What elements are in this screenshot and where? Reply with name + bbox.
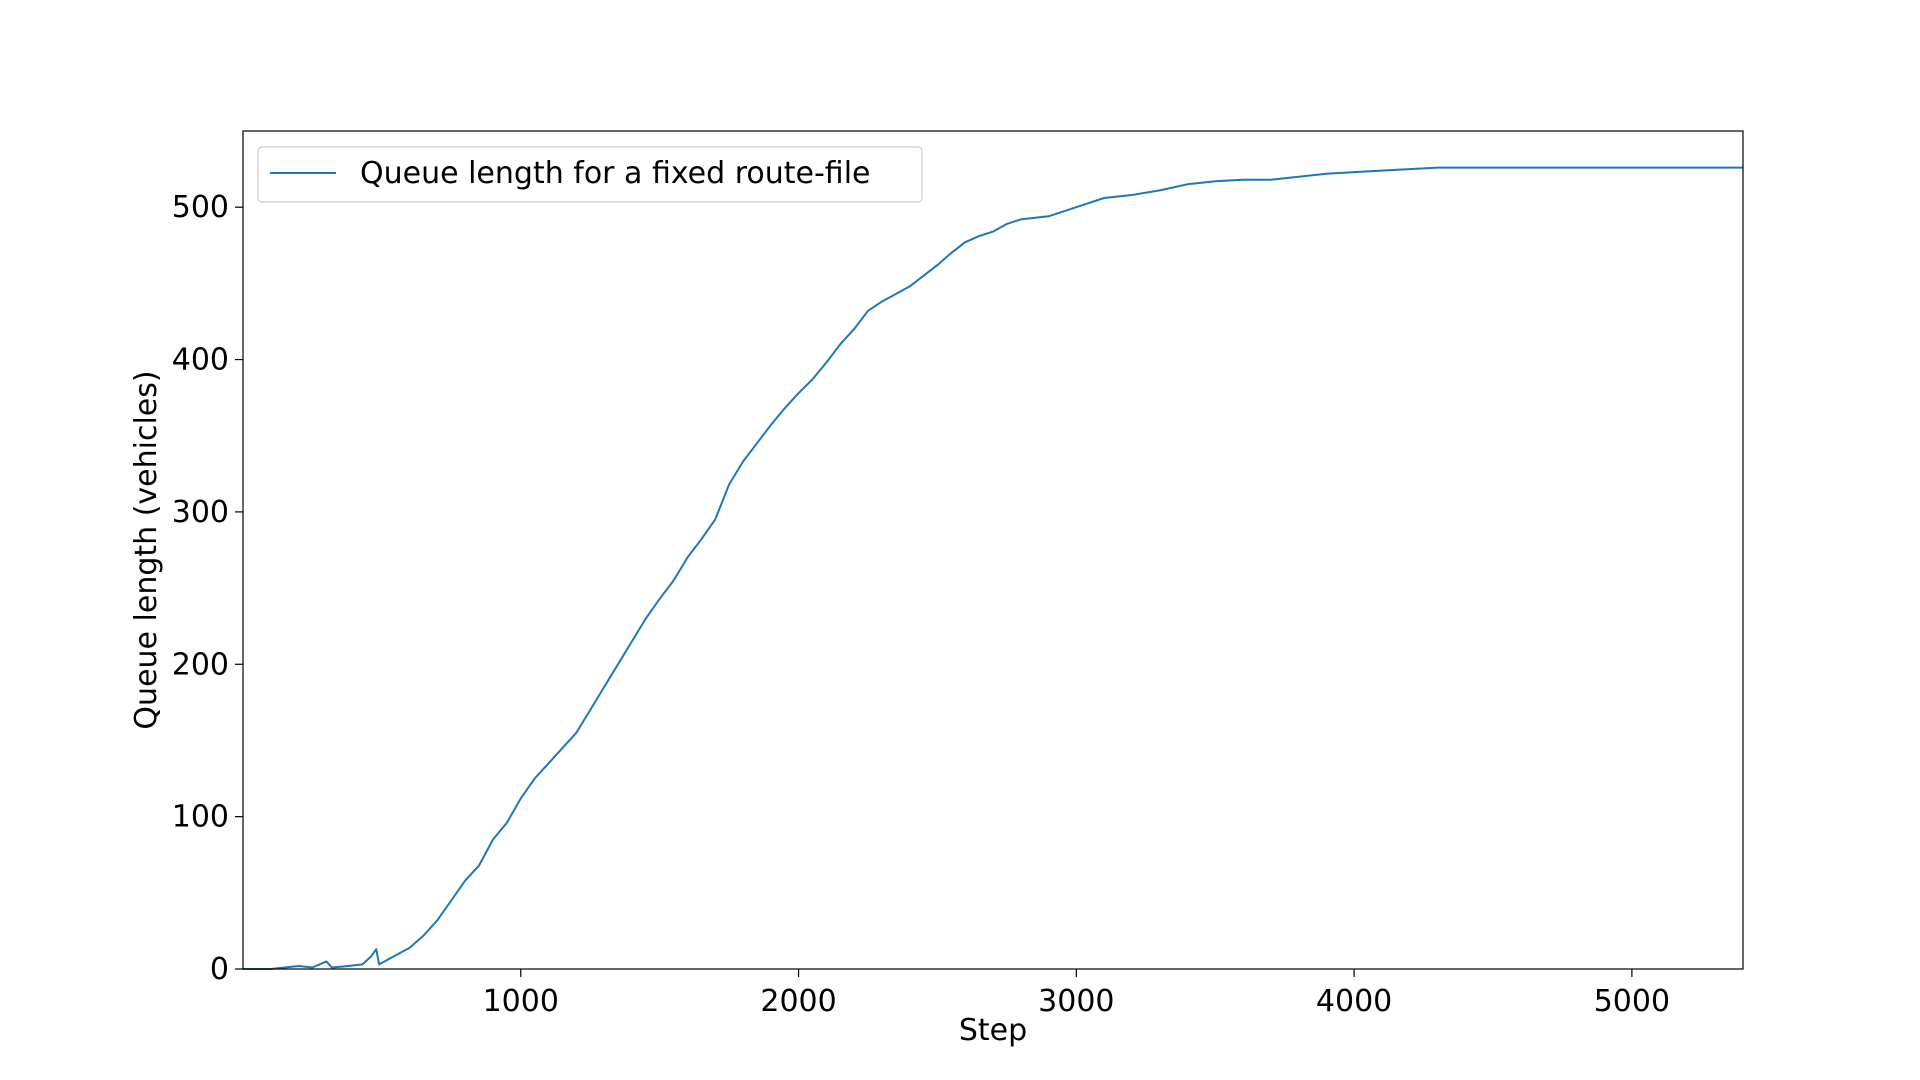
y-tick-label: 0	[210, 952, 229, 987]
y-tick-label: 400	[172, 343, 229, 378]
x-axis-ticks: 1000 2000 3000 4000 5000	[483, 969, 1670, 1019]
y-tick-label: 500	[172, 190, 229, 225]
x-tick-label: 1000	[483, 984, 559, 1019]
legend-box	[257, 146, 923, 203]
y-tick-label: 200	[172, 647, 229, 682]
plot-area	[243, 131, 1743, 969]
plot-frame	[242, 130, 1744, 970]
y-tick-label: 100	[172, 800, 229, 835]
y-tick-label: 300	[172, 495, 229, 530]
legend-entry: Queue length for a fixed route-file	[360, 156, 871, 191]
x-axis-label: Step	[959, 1013, 1027, 1048]
legend: Queue length for a fixed route-file	[257, 146, 923, 203]
x-tick-label: 2000	[760, 984, 836, 1019]
y-axis-label: Queue length (vehicles)	[129, 370, 164, 729]
series-line-0	[243, 166, 1743, 970]
x-tick-label: 4000	[1316, 984, 1392, 1019]
x-tick-label: 3000	[1038, 984, 1114, 1019]
y-axis-ticks: 0 100 200 300 400 500	[172, 190, 243, 987]
x-tick-label: 5000	[1594, 984, 1670, 1019]
series-layer	[243, 166, 1743, 970]
